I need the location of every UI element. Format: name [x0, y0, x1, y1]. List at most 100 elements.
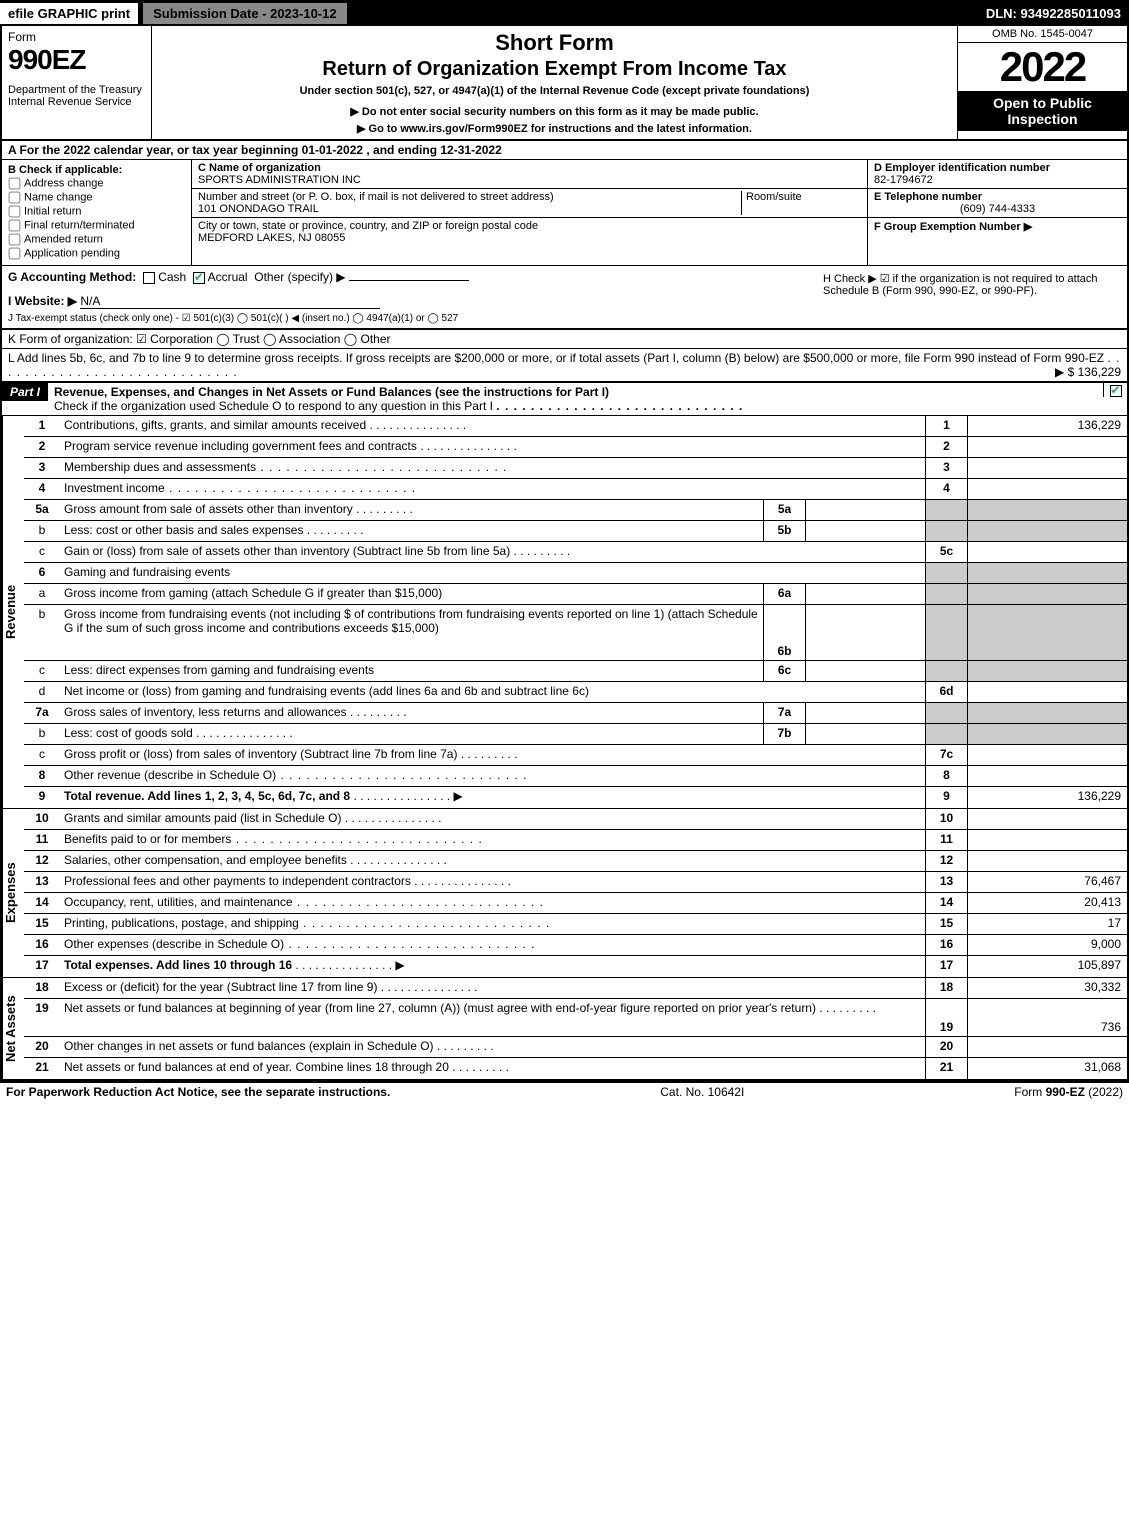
line-3: 3Membership dues and assessments3 — [24, 458, 1127, 479]
f-block: F Group Exemption Number ▶ — [868, 218, 1127, 235]
checkbox-final-return[interactable] — [9, 220, 21, 232]
submission-date: Submission Date - 2023-10-12 — [142, 2, 348, 25]
b-opt-name[interactable]: Name change — [8, 191, 185, 204]
section-a: A For the 2022 calendar year, or tax yea… — [0, 141, 1129, 160]
expenses-table: 10Grants and similar amounts paid (list … — [24, 809, 1127, 977]
line-1: 1Contributions, gifts, grants, and simil… — [24, 416, 1127, 437]
checkbox-application-pending[interactable] — [9, 248, 21, 260]
line-6c: cLess: direct expenses from gaming and f… — [24, 661, 1127, 682]
checkbox-schedule-o[interactable] — [1110, 385, 1122, 397]
b-opt-address[interactable]: Address change — [8, 177, 185, 190]
line-12: 12Salaries, other compensation, and empl… — [24, 851, 1127, 872]
line-7a: 7aGross sales of inventory, less returns… — [24, 703, 1127, 724]
omb-number: OMB No. 1545-0047 — [958, 26, 1127, 43]
i-line: I Website: ▶ N/A — [8, 294, 801, 309]
netassets-label: Net Assets — [2, 978, 24, 1079]
l-text: L Add lines 5b, 6c, and 7b to line 9 to … — [8, 351, 1104, 365]
line-6d: dNet income or (loss) from gaming and fu… — [24, 682, 1127, 703]
website-value: N/A — [80, 294, 380, 309]
line-17: 17Total expenses. Add lines 10 through 1… — [24, 956, 1127, 977]
badge-line1: Open to Public — [962, 95, 1123, 111]
open-public-badge: Open to Public Inspection — [958, 91, 1127, 131]
header-right: OMB No. 1545-0047 2022 Open to Public In… — [957, 26, 1127, 139]
title-return: Return of Organization Exempt From Incom… — [158, 58, 951, 81]
section-c: C Name of organization SPORTS ADMINISTRA… — [192, 160, 867, 265]
goto-link-text: ▶ Go to www.irs.gov/Form990EZ for instru… — [357, 123, 752, 135]
line-7b: bLess: cost of goods sold7b — [24, 724, 1127, 745]
b-label: B Check if applicable: — [8, 164, 185, 176]
c-street-label: Number and street (or P. O. box, if mail… — [198, 191, 554, 203]
line-20: 20Other changes in net assets or fund ba… — [24, 1037, 1127, 1058]
netassets-section: Net Assets 18Excess or (deficit) for the… — [0, 978, 1129, 1081]
line-9: 9Total revenue. Add lines 1, 2, 3, 4, 5c… — [24, 787, 1127, 808]
dept-label: Department of the Treasury Internal Reve… — [8, 84, 145, 108]
l-amount: ▶ $ 136,229 — [1055, 365, 1121, 379]
section-def: D Employer identification number 82-1794… — [867, 160, 1127, 265]
c-city-label: City or town, state or province, country… — [198, 220, 538, 232]
expenses-label: Expenses — [2, 809, 24, 977]
form-header: Form 990EZ Department of the Treasury In… — [0, 26, 1129, 141]
c-city-block: City or town, state or province, country… — [192, 218, 867, 246]
expenses-section: Expenses 10Grants and similar amounts pa… — [0, 809, 1129, 978]
tax-year: 2022 — [958, 43, 1127, 91]
g-other-input[interactable] — [349, 280, 469, 281]
checkbox-cash[interactable] — [143, 272, 155, 284]
ssn-warning: ▶ Do not enter social security numbers o… — [158, 105, 951, 118]
checkbox-amended-return[interactable] — [9, 234, 21, 246]
badge-line2: Inspection — [962, 111, 1123, 127]
footer-left: For Paperwork Reduction Act Notice, see … — [6, 1085, 390, 1099]
line-5c: cGain or (loss) from sale of assets othe… — [24, 542, 1127, 563]
part-i-title: Revenue, Expenses, and Changes in Net As… — [48, 383, 1103, 415]
line-18: 18Excess or (deficit) for the year (Subt… — [24, 978, 1127, 999]
line-5b: bLess: cost or other basis and sales exp… — [24, 521, 1127, 542]
line-10: 10Grants and similar amounts paid (list … — [24, 809, 1127, 830]
checkbox-accrual[interactable] — [193, 272, 205, 284]
b-opt-initial[interactable]: Initial return — [8, 205, 185, 218]
section-bcdef: B Check if applicable: Address change Na… — [0, 160, 1129, 266]
efile-label: efile GRAPHIC print — [0, 3, 140, 24]
b-opt-pending[interactable]: Application pending — [8, 247, 185, 260]
checkbox-address-change[interactable] — [9, 178, 21, 190]
checkbox-name-change[interactable] — [9, 192, 21, 204]
c-name-label: C Name of organization — [198, 162, 321, 174]
header-mid: Short Form Return of Organization Exempt… — [152, 26, 957, 139]
f-label: F Group Exemption Number ▶ — [874, 221, 1032, 233]
line-5a: 5aGross amount from sale of assets other… — [24, 500, 1127, 521]
line-13: 13Professional fees and other payments t… — [24, 872, 1127, 893]
line-21: 21Net assets or fund balances at end of … — [24, 1058, 1127, 1079]
g-accrual: Accrual — [208, 270, 248, 284]
g-label: G Accounting Method: — [8, 270, 136, 284]
line-11: 11Benefits paid to or for members11 — [24, 830, 1127, 851]
d-label: D Employer identification number — [874, 162, 1050, 174]
g-line: G Accounting Method: Cash Accrual Other … — [8, 270, 801, 284]
footer-right: Form 990-EZ (2022) — [1014, 1085, 1123, 1099]
subtitle: Under section 501(c), 527, or 4947(a)(1)… — [158, 85, 951, 97]
part-i-header: Part I Revenue, Expenses, and Changes in… — [0, 383, 1129, 416]
revenue-section: Revenue 1Contributions, gifts, grants, a… — [0, 416, 1129, 809]
line-16: 16Other expenses (describe in Schedule O… — [24, 935, 1127, 956]
c-name-block: C Name of organization SPORTS ADMINISTRA… — [192, 160, 867, 189]
i-label: I Website: ▶ — [8, 294, 77, 308]
revenue-label: Revenue — [2, 416, 24, 808]
goto-link[interactable]: ▶ Go to www.irs.gov/Form990EZ for instru… — [158, 122, 951, 135]
line-14: 14Occupancy, rent, utilities, and mainte… — [24, 893, 1127, 914]
ein-value: 82-1794672 — [874, 174, 933, 186]
d-block: D Employer identification number 82-1794… — [868, 160, 1127, 189]
topbar: efile GRAPHIC print Submission Date - 20… — [0, 0, 1129, 26]
phone-value: (609) 744-4333 — [874, 203, 1121, 215]
netassets-table: 18Excess or (deficit) for the year (Subt… — [24, 978, 1127, 1079]
g-other: Other (specify) ▶ — [254, 270, 345, 284]
c-street-block: Number and street (or P. O. box, if mail… — [192, 189, 867, 218]
b-opt-amended[interactable]: Amended return — [8, 233, 185, 246]
part-i-scho-check — [1103, 383, 1127, 397]
line-15: 15Printing, publications, postage, and s… — [24, 914, 1127, 935]
c-room-label: Room/suite — [746, 191, 802, 203]
revenue-table: 1Contributions, gifts, grants, and simil… — [24, 416, 1127, 808]
header-left: Form 990EZ Department of the Treasury In… — [2, 26, 152, 139]
checkbox-initial-return[interactable] — [9, 206, 21, 218]
j-line: J Tax-exempt status (check only one) - ☑… — [8, 313, 801, 324]
b-opt-final[interactable]: Final return/terminated — [8, 219, 185, 232]
form-number: 990EZ — [8, 44, 145, 76]
line-7c: cGross profit or (loss) from sales of in… — [24, 745, 1127, 766]
part-i-badge: Part I — [2, 383, 48, 401]
